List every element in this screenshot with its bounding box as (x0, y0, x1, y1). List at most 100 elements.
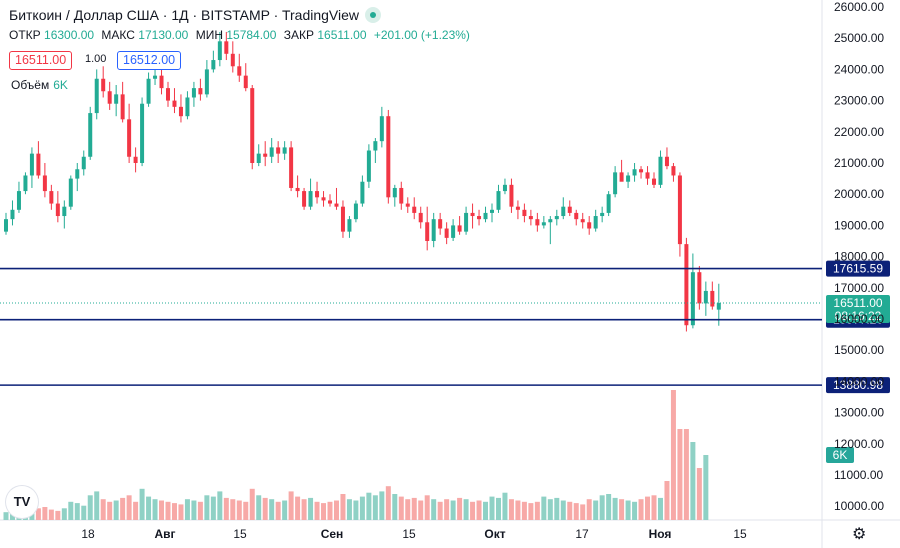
volume-bar (269, 499, 275, 520)
volume-bar (664, 481, 670, 520)
candle-body (302, 191, 307, 207)
candle-body (639, 169, 644, 173)
volume-bar (683, 429, 689, 520)
candle-body (580, 219, 585, 223)
candle-body (315, 191, 320, 198)
candle-body (697, 272, 702, 304)
price-tick-label: 19000.00 (834, 218, 884, 232)
volume-bar (165, 501, 171, 520)
volume-bar (152, 499, 158, 520)
candle-body (496, 191, 501, 210)
candle-body (172, 100, 177, 107)
volume-bar (100, 499, 106, 520)
time-tick-label: Сен (321, 527, 344, 541)
volume-bar (476, 500, 482, 520)
candle-body (159, 75, 164, 89)
volume-bar (191, 500, 197, 520)
candle-body (593, 216, 598, 229)
sell-button[interactable]: 16511.00 (9, 51, 73, 70)
candle-body (29, 153, 34, 176)
candle-body (217, 41, 222, 61)
candle-body (444, 228, 449, 238)
volume-bar (133, 501, 139, 520)
candle-body (535, 219, 540, 226)
volume-bar (61, 508, 67, 520)
candle-body (153, 75, 158, 79)
candle-body (541, 222, 546, 226)
gear-icon[interactable]: ⚙ (852, 526, 867, 543)
buy-button[interactable]: 16512.00 (117, 51, 182, 70)
volume-bar (308, 497, 314, 520)
time-tick-label: 17 (575, 527, 589, 541)
candle-body (282, 147, 287, 154)
time-tick-label: Ноя (649, 527, 672, 541)
candle-body (366, 150, 371, 182)
candle-body (438, 219, 443, 229)
volume-bar (282, 500, 288, 520)
volume-bar (392, 494, 398, 520)
candle-body (224, 41, 229, 54)
volume-bar (541, 496, 547, 520)
candle-body (703, 290, 708, 304)
price-tick-label: 24000.00 (834, 62, 884, 76)
price-tick-label: 25000.00 (834, 31, 884, 45)
volume-bar (580, 504, 586, 520)
candle-body (418, 212, 423, 223)
ohlc-legend: ОТКР 16300.00 МАКС 17130.00 МИН 15784.00… (9, 28, 470, 42)
volume-bar (139, 488, 145, 520)
price-tick-label: 11000.00 (834, 468, 883, 482)
volume-bar (3, 512, 9, 520)
candle-body (243, 75, 248, 89)
candle-body (289, 147, 294, 188)
level-price-tag (826, 260, 890, 277)
volume-bar (431, 499, 437, 520)
volume-tag (826, 447, 854, 463)
volume-bar (366, 492, 372, 520)
volume-bar (411, 497, 417, 520)
volume-bar (333, 500, 339, 520)
candle-body (120, 94, 125, 120)
candle-body (522, 209, 527, 217)
candle-body (451, 225, 456, 238)
volume-bar (159, 500, 165, 520)
candle-body (146, 78, 151, 104)
volume-bar (107, 501, 113, 520)
volume-bar (346, 499, 352, 520)
candle-body (334, 203, 339, 207)
candle-body (373, 141, 378, 151)
candle-body (652, 178, 656, 185)
candle-body (178, 106, 183, 117)
volume-bar (87, 495, 93, 520)
candle-body (710, 290, 715, 307)
candle-body (295, 187, 300, 192)
volume-bar (489, 496, 495, 520)
level-price-label: 17615.59 (833, 262, 883, 276)
volume-bar (120, 497, 126, 520)
time-tick-label: 15 (402, 527, 416, 541)
candle-body (198, 88, 203, 95)
price-tick-label: 22000.00 (834, 125, 884, 139)
candle-body (166, 88, 170, 101)
tradingview-logo-icon[interactable]: TV (6, 486, 38, 518)
volume-bar (651, 495, 657, 520)
time-tick-label: 18 (81, 527, 95, 541)
countdown-label: 08:16:22 (835, 309, 882, 323)
volume-bar (457, 497, 463, 520)
candle-body (548, 219, 553, 223)
candle-body (308, 191, 313, 207)
volume-bar (48, 509, 54, 520)
volume-bars (3, 390, 709, 520)
volume-bar (612, 497, 618, 520)
candle-body (684, 244, 689, 326)
candle-body (561, 206, 566, 217)
last-price-label: 16511.00 (833, 296, 882, 310)
candle-body (574, 212, 579, 220)
price-tick-label: 17000.00 (834, 281, 884, 295)
price-tick-label: 23000.00 (834, 94, 884, 108)
candle-body (204, 69, 209, 95)
price-tick-label: 13000.00 (834, 406, 884, 420)
candle-body (101, 78, 106, 92)
candle-body (4, 219, 8, 232)
